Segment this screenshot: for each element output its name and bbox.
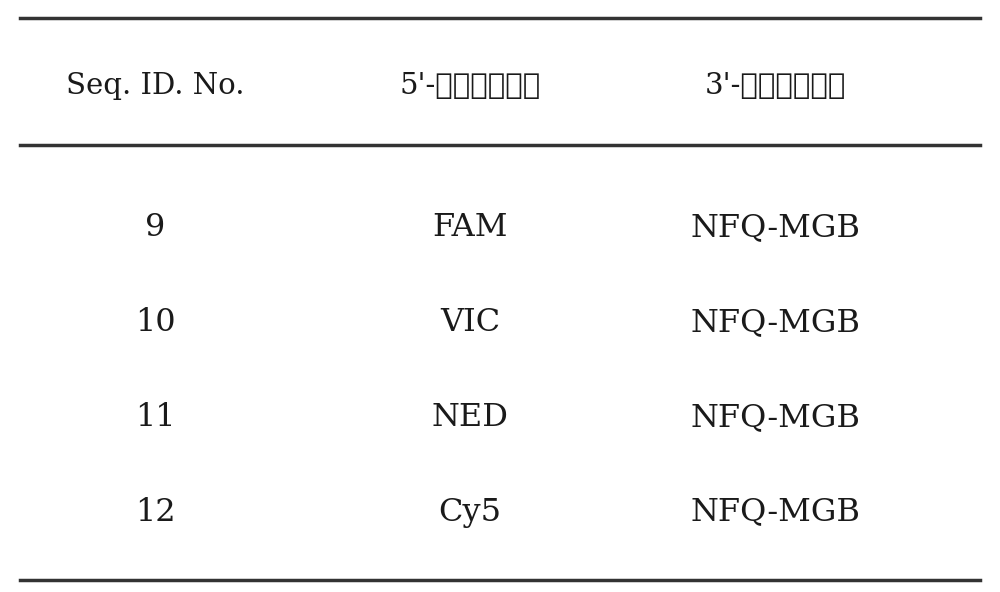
- Text: NFQ-MGB: NFQ-MGB: [690, 307, 860, 338]
- Text: Cy5: Cy5: [438, 497, 502, 527]
- Text: 3'-荧光淤灭基团: 3'-荧光淤灭基团: [704, 72, 846, 100]
- Text: NFQ-MGB: NFQ-MGB: [690, 497, 860, 527]
- Text: 10: 10: [135, 307, 175, 338]
- Text: NFQ-MGB: NFQ-MGB: [690, 213, 860, 243]
- Text: NFQ-MGB: NFQ-MGB: [690, 402, 860, 433]
- Text: Seq. ID. No.: Seq. ID. No.: [66, 72, 244, 100]
- Text: 9: 9: [145, 213, 165, 243]
- Text: NED: NED: [432, 402, 509, 433]
- Text: VIC: VIC: [440, 307, 500, 338]
- Text: FAM: FAM: [432, 213, 508, 243]
- Text: 11: 11: [135, 402, 175, 433]
- Text: 12: 12: [135, 497, 175, 527]
- Text: 5'-荧光激发基团: 5'-荧光激发基团: [399, 72, 541, 100]
